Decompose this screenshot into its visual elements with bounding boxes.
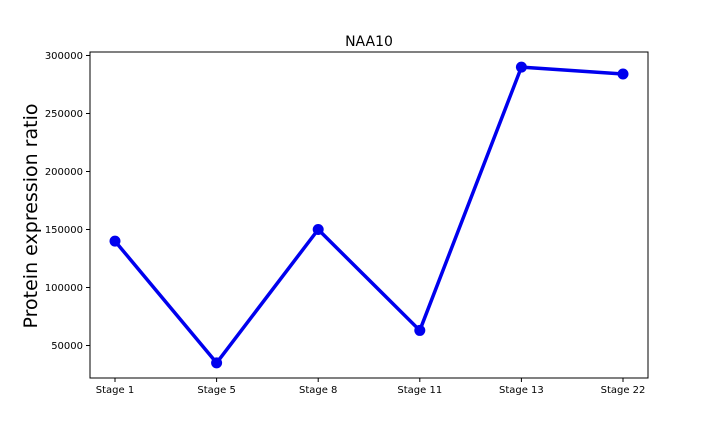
series-line <box>113 65 624 365</box>
series-layer <box>109 61 629 369</box>
data-point <box>617 68 629 80</box>
y-tick-label: 50000 <box>51 341 83 352</box>
x-axis: Stage 1 Stage 5 Stage 8 Stage 11 Stage 13 Sta… <box>96 378 646 396</box>
x-tick-label: Stage 11 <box>397 385 442 396</box>
x-tick-label: Stage 13 <box>499 385 544 396</box>
y-tick-label: 200000 <box>45 167 83 178</box>
data-point <box>515 61 527 73</box>
y-tick-label: 300000 <box>45 51 83 62</box>
data-point <box>414 324 426 336</box>
y-tick-label: 250000 <box>45 109 83 120</box>
y-axis: 50000 100000 150000 200000 250000 300000 <box>45 51 90 352</box>
plot-area-frame <box>89 51 649 379</box>
data-point <box>312 224 324 236</box>
y-axis-label: Protein expression ratio <box>20 104 42 329</box>
x-tick-label: Stage 8 <box>299 385 337 396</box>
y-tick-label: 100000 <box>45 283 83 294</box>
data-point <box>211 357 223 369</box>
chart-title: NAA10 <box>345 34 393 50</box>
x-tick-label: Stage 22 <box>601 385 646 396</box>
x-tick-label: Stage 1 <box>96 385 134 396</box>
y-tick-label: 150000 <box>45 225 83 236</box>
data-point <box>109 235 121 247</box>
x-tick-label: Stage 5 <box>197 385 235 396</box>
